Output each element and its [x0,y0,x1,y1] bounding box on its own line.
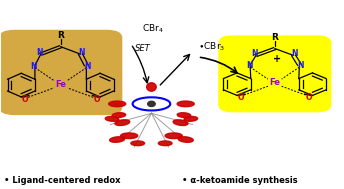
Text: • Ligand-centered redox: • Ligand-centered redox [4,176,121,184]
Ellipse shape [105,116,119,121]
FancyBboxPatch shape [0,30,122,115]
Ellipse shape [121,133,138,139]
Ellipse shape [177,101,194,107]
Text: • α-ketoamide synthesis: • α-ketoamide synthesis [182,176,298,184]
Text: N: N [291,50,298,58]
Ellipse shape [115,120,130,125]
Text: N: N [297,61,304,70]
Text: O: O [237,93,244,102]
Ellipse shape [165,133,182,139]
Text: N: N [31,62,37,71]
Text: N: N [246,61,252,70]
FancyBboxPatch shape [218,35,331,112]
Text: CBr$_4$: CBr$_4$ [142,23,164,35]
Text: O: O [21,95,28,104]
Ellipse shape [177,113,191,118]
Text: Fe: Fe [269,78,280,87]
Text: SET: SET [135,44,151,53]
Text: O: O [306,93,312,102]
Text: Fe: Fe [55,80,66,89]
Ellipse shape [110,137,125,142]
Text: N: N [84,62,90,71]
Text: +: + [273,54,282,64]
Text: N: N [252,50,258,58]
Ellipse shape [184,116,198,121]
Text: $\bullet$CBr$_3$: $\bullet$CBr$_3$ [198,40,225,53]
Ellipse shape [158,141,172,146]
Ellipse shape [112,113,126,118]
Text: O: O [93,95,100,104]
Ellipse shape [147,83,156,91]
Text: N: N [78,48,85,57]
Ellipse shape [109,101,126,107]
Text: R: R [57,31,64,40]
Ellipse shape [148,101,155,107]
Ellipse shape [131,141,144,146]
Text: R: R [271,33,278,42]
Ellipse shape [173,120,188,125]
Ellipse shape [178,137,193,142]
Text: N: N [36,48,43,57]
